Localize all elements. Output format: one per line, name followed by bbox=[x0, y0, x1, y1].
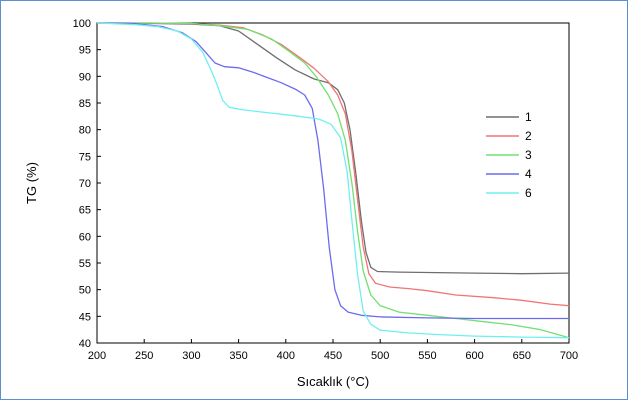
x-tick-label: 400 bbox=[277, 350, 295, 362]
x-tick-label: 300 bbox=[182, 350, 200, 362]
legend-label-3: 3 bbox=[525, 148, 532, 162]
x-tick-label: 200 bbox=[88, 350, 106, 362]
y-axis-label: TG (%) bbox=[24, 162, 39, 204]
plot-area bbox=[96, 22, 570, 344]
y-tick-label: 40 bbox=[79, 338, 91, 350]
y-tick-label: 45 bbox=[79, 311, 91, 323]
series-line-4 bbox=[96, 22, 569, 320]
y-tick-label: 80 bbox=[79, 125, 91, 137]
y-tick-label: 50 bbox=[79, 285, 91, 297]
y-tick-label: 95 bbox=[79, 45, 91, 57]
y-tick-label: 85 bbox=[79, 98, 91, 110]
x-tick-label: 600 bbox=[465, 350, 483, 362]
y-tick-label: 60 bbox=[79, 231, 91, 243]
series-line-2 bbox=[97, 22, 570, 307]
x-tick-label: 550 bbox=[418, 350, 436, 362]
x-tick-label: 500 bbox=[371, 350, 389, 362]
legend-label-1: 1 bbox=[525, 110, 532, 124]
x-tick-label: 450 bbox=[324, 350, 342, 362]
series-line-3 bbox=[97, 22, 570, 339]
x-tick-label: 650 bbox=[513, 350, 531, 362]
axis-ticks: 200 250 300 350 400 450 500 550 600 650 700 40 45 50 5… bbox=[73, 18, 579, 362]
y-tick-label: 55 bbox=[79, 258, 91, 270]
y-tick-label: 65 bbox=[79, 205, 91, 217]
y-tick-label: 75 bbox=[79, 151, 91, 163]
legend-label-4: 4 bbox=[525, 167, 532, 181]
x-axis-label: Sıcaklık (°C) bbox=[297, 374, 369, 389]
y-tick-label: 70 bbox=[79, 178, 91, 190]
legend-label-6: 6 bbox=[525, 186, 532, 200]
x-tick-label: 250 bbox=[135, 350, 153, 362]
x-tick-label: 350 bbox=[229, 350, 247, 362]
legend: 1 2 3 4 6 bbox=[486, 110, 532, 200]
x-tick-label: 700 bbox=[560, 350, 578, 362]
series-lines bbox=[96, 22, 570, 339]
series-line-6 bbox=[96, 22, 570, 339]
y-tick-label: 100 bbox=[73, 18, 91, 30]
legend-label-2: 2 bbox=[525, 129, 532, 143]
y-tick-label: 90 bbox=[79, 71, 91, 83]
